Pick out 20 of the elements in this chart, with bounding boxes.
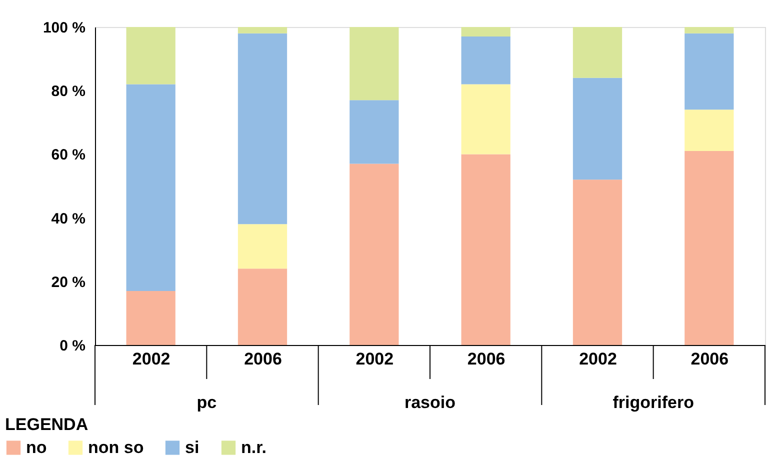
text: pc xyxy=(196,393,217,412)
y-tick-label: 20 % xyxy=(51,274,86,291)
y-tick-label: 0 % xyxy=(60,338,86,354)
x-tick-label: 2006 xyxy=(467,350,506,368)
x-tick-label: 2006 xyxy=(690,350,729,368)
x-tick-label: 2002 xyxy=(132,350,170,368)
y-tick-label: 40 % xyxy=(51,210,86,228)
legend-title: LEGENDA xyxy=(5,415,88,434)
y-tick-label: 100 % xyxy=(42,20,86,36)
y-tick-label: 60 % xyxy=(51,146,86,164)
legend-label: non so xyxy=(88,438,144,457)
x-tick-label: 2006 xyxy=(244,350,282,368)
x-tick-label: 2002 xyxy=(356,350,394,368)
legend-label: si xyxy=(185,438,200,457)
legend-label: n.r. xyxy=(241,438,267,457)
text: rasoio xyxy=(404,393,456,412)
legend-label: no xyxy=(26,438,47,457)
x-tick-label: 2002 xyxy=(579,350,617,368)
y-tick-label: 80 % xyxy=(51,83,86,100)
text: frigorifero xyxy=(612,393,694,412)
